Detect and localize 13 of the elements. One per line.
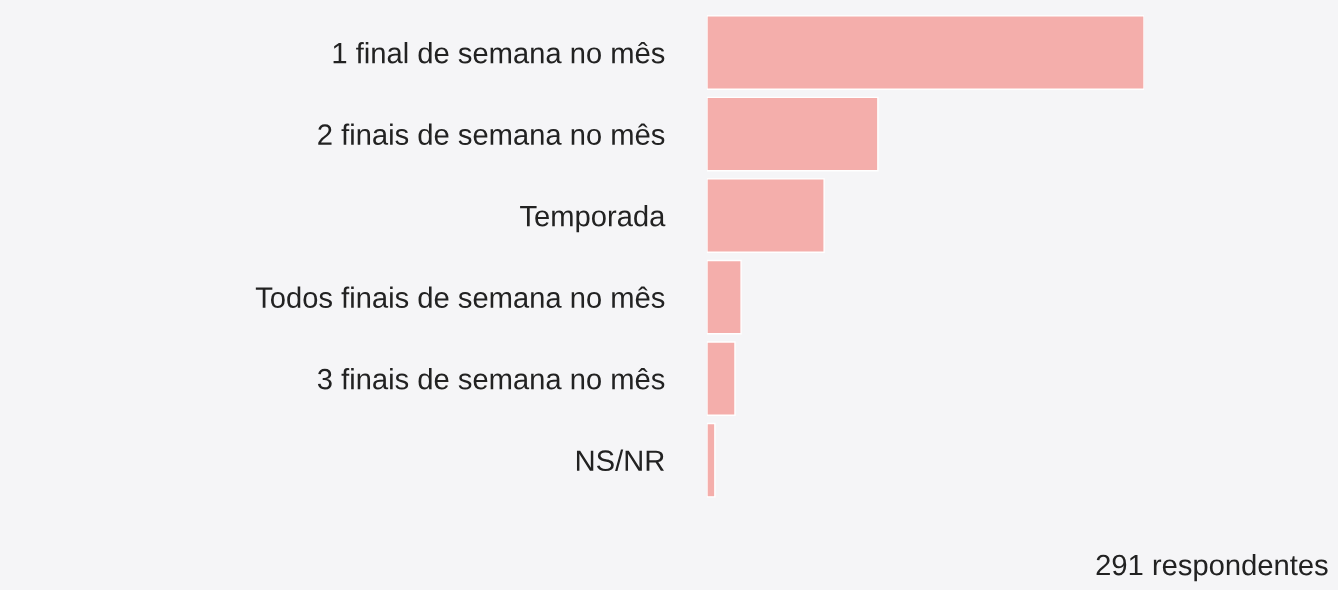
bar (707, 178, 825, 253)
bar (707, 15, 1144, 90)
y-tick-label: 1 final de semana no mês (333, 41, 665, 64)
y-tick-label: NS/NR (576, 449, 664, 472)
y-tick-label: Todos finais de semana no mês (255, 286, 665, 308)
y-tick-label: Temporada (520, 205, 666, 233)
bar (707, 422, 716, 498)
bar (707, 96, 879, 172)
bar (707, 259, 742, 335)
text: 291 respondentes (1096, 553, 1328, 582)
bar (707, 341, 736, 417)
y-tick-label: 2 finais de semana no mês (318, 123, 665, 145)
y-tick-label: 3 finais de semana no mês (317, 367, 665, 390)
